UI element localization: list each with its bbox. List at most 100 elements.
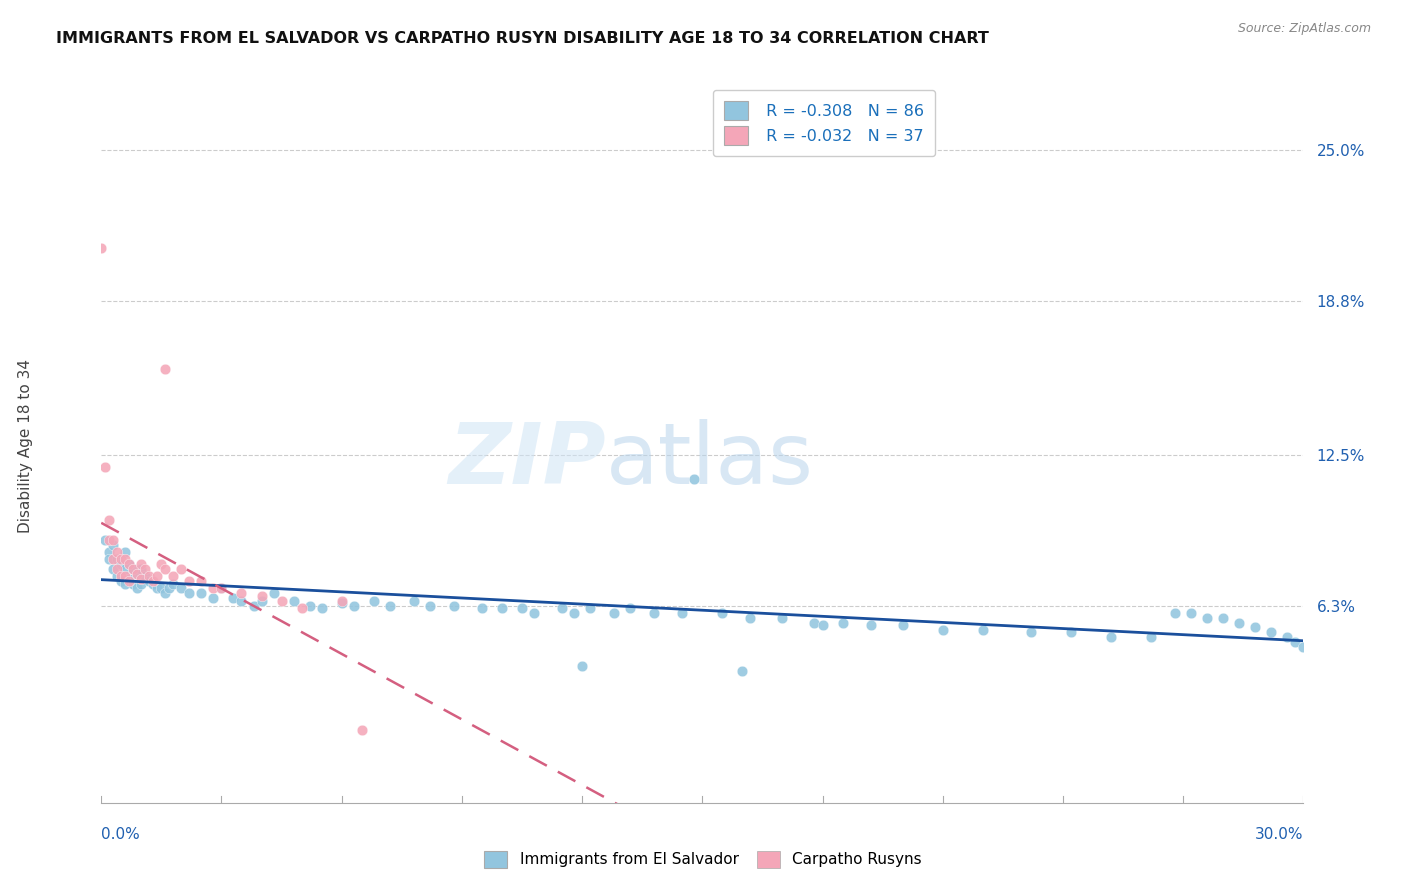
Point: [98, 513, 121, 527]
Point: [90, 240, 112, 254]
Point: [114, 576, 136, 591]
Point: [231, 586, 253, 600]
Point: [330, 593, 353, 607]
Point: [98, 533, 121, 547]
Point: [378, 599, 401, 613]
Point: [222, 591, 245, 606]
Point: [114, 562, 136, 576]
Point: [250, 589, 273, 603]
Point: [94, 533, 117, 547]
Point: [105, 545, 128, 559]
Point: [619, 601, 641, 615]
Point: [103, 533, 125, 547]
Point: [571, 659, 593, 673]
Point: [118, 572, 141, 586]
Point: [118, 557, 141, 571]
Point: [562, 606, 585, 620]
Point: [179, 586, 201, 600]
Point: [98, 552, 121, 566]
Point: [150, 582, 173, 596]
Point: [129, 557, 153, 571]
Point: [731, 665, 754, 679]
Point: [1260, 625, 1282, 640]
Point: [363, 593, 385, 607]
Point: [190, 586, 212, 600]
Point: [155, 586, 177, 600]
Point: [146, 582, 169, 596]
Point: [811, 618, 834, 632]
Text: atlas: atlas: [606, 418, 814, 502]
Point: [127, 566, 149, 581]
Point: [118, 574, 141, 589]
Point: [110, 557, 132, 571]
Point: [142, 574, 165, 589]
Point: [94, 459, 117, 474]
Point: [190, 574, 212, 589]
Point: [1164, 606, 1187, 620]
Point: [311, 601, 333, 615]
Point: [157, 582, 180, 596]
Point: [1212, 610, 1234, 624]
Point: [1284, 635, 1306, 649]
Point: [129, 572, 153, 586]
Point: [105, 552, 128, 566]
Point: [270, 593, 292, 607]
Point: [138, 574, 160, 589]
Point: [671, 606, 693, 620]
Point: [162, 576, 184, 591]
Point: [1099, 630, 1122, 644]
Point: [155, 362, 177, 376]
Point: [110, 552, 132, 566]
Point: [1197, 610, 1219, 624]
Text: 0.0%: 0.0%: [101, 827, 141, 841]
Point: [298, 599, 321, 613]
Point: [129, 576, 153, 591]
Point: [972, 623, 994, 637]
Point: [551, 601, 574, 615]
Text: Disability Age 18 to 34: Disability Age 18 to 34: [18, 359, 32, 533]
Point: [683, 472, 706, 486]
Point: [103, 538, 125, 552]
Point: [155, 562, 177, 576]
Point: [579, 601, 602, 615]
Point: [491, 601, 513, 615]
Text: Source: ZipAtlas.com: Source: ZipAtlas.com: [1237, 22, 1371, 36]
Point: [179, 574, 201, 589]
Point: [129, 562, 153, 576]
Point: [1277, 630, 1299, 644]
Legend: Immigrants from El Salvador, Carpatho Rusyns: Immigrants from El Salvador, Carpatho Ru…: [478, 845, 928, 873]
Point: [122, 562, 145, 576]
Point: [110, 574, 132, 589]
Legend:  R = -0.308   N = 86,  R = -0.032   N = 37: R = -0.308 N = 86, R = -0.032 N = 37: [713, 90, 935, 156]
Point: [510, 601, 533, 615]
Point: [711, 606, 734, 620]
Point: [122, 576, 145, 591]
Point: [170, 582, 193, 596]
Point: [211, 582, 233, 596]
Point: [114, 545, 136, 559]
Point: [114, 552, 136, 566]
Point: [770, 610, 793, 624]
Point: [105, 569, 128, 583]
Point: [263, 586, 285, 600]
Point: [803, 615, 825, 630]
Point: [142, 576, 165, 591]
Point: [1180, 606, 1202, 620]
Point: [114, 569, 136, 583]
Text: IMMIGRANTS FROM EL SALVADOR VS CARPATHO RUSYN DISABILITY AGE 18 TO 34 CORRELATIO: IMMIGRANTS FROM EL SALVADOR VS CARPATHO …: [56, 31, 988, 46]
Point: [419, 599, 441, 613]
Point: [98, 545, 121, 559]
Point: [162, 569, 184, 583]
Point: [859, 618, 882, 632]
Point: [138, 569, 160, 583]
Point: [202, 591, 225, 606]
Point: [1244, 620, 1267, 634]
Point: [643, 606, 665, 620]
Point: [740, 610, 762, 624]
Point: [146, 569, 169, 583]
Point: [1140, 630, 1163, 644]
Point: [443, 599, 465, 613]
Point: [343, 599, 366, 613]
Point: [350, 723, 373, 737]
Point: [103, 552, 125, 566]
